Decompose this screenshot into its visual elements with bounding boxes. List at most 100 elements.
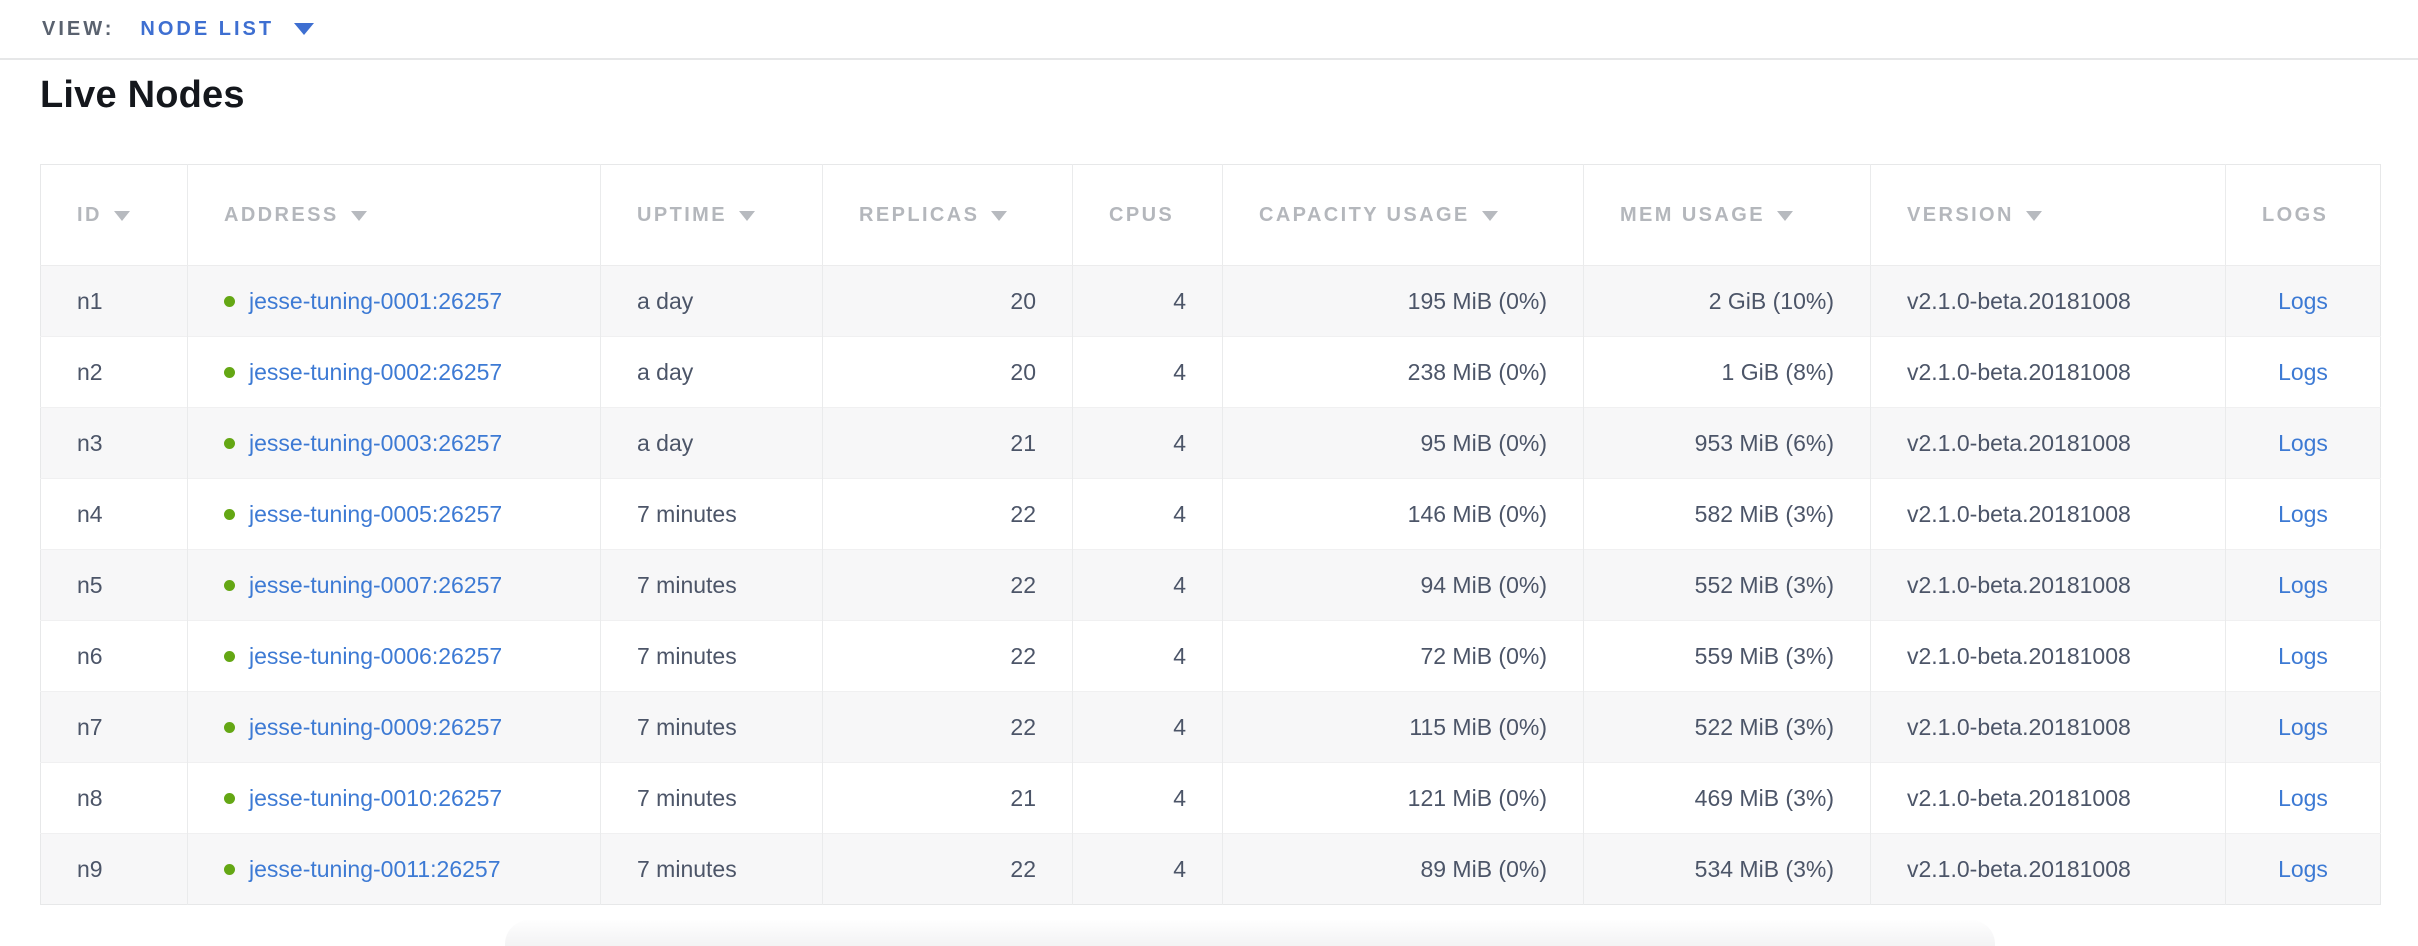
cell-id: n1	[40, 265, 188, 337]
table-row: n6 jesse-tuning-0006:26257 7 minutes 22 4 72 …	[40, 620, 2381, 692]
address-cell-content: jesse-tuning-0002:26257	[224, 359, 564, 386]
cell-version: v2.1.0-beta.20181008	[1870, 336, 2226, 408]
cell-version: v2.1.0-beta.20181008	[1870, 478, 2226, 550]
cell-id: n5	[40, 549, 188, 621]
column-header-id[interactable]: ID	[40, 164, 188, 266]
cell-replicas: 20	[822, 336, 1073, 408]
node-address-link[interactable]: jesse-tuning-0001:26257	[249, 287, 503, 314]
cell-address: jesse-tuning-0011:26257	[187, 833, 601, 905]
cell-id: n7	[40, 691, 188, 763]
cell-uptime: 7 minutes	[600, 620, 823, 692]
node-address-link[interactable]: jesse-tuning-0010:26257	[249, 784, 503, 811]
view-selected-value: NODE LIST	[140, 17, 275, 40]
cell-mem_usage: 953 MiB (6%)	[1583, 407, 1871, 479]
table-row: n3 jesse-tuning-0003:26257 a day 21 4 95 MiB …	[40, 407, 2381, 479]
cell-logs: Logs	[2225, 265, 2381, 337]
bottom-panel-shadow	[505, 920, 1995, 946]
cell-uptime: 7 minutes	[600, 549, 823, 621]
node-address-link[interactable]: jesse-tuning-0003:26257	[249, 429, 503, 456]
column-header-mem_usage[interactable]: MEM USAGE	[1583, 164, 1871, 266]
cell-id: n3	[40, 407, 188, 479]
node-address-link[interactable]: jesse-tuning-0009:26257	[249, 713, 503, 740]
column-header-replicas[interactable]: REPLICAS	[822, 164, 1073, 266]
node-address-link[interactable]: jesse-tuning-0006:26257	[249, 642, 503, 669]
table-row: n5 jesse-tuning-0007:26257 7 minutes 22 4 94 …	[40, 549, 2381, 621]
cell-mem_usage: 552 MiB (3%)	[1583, 549, 1871, 621]
column-header-label: MEM USAGE	[1620, 203, 1765, 226]
cell-cpus: 4	[1072, 407, 1223, 479]
logs-link[interactable]: Logs	[2278, 429, 2328, 456]
cell-mem_usage: 1 GiB (8%)	[1583, 336, 1871, 408]
cell-capacity_usage: 238 MiB (0%)	[1222, 336, 1584, 408]
column-header-label: CPUS	[1109, 203, 1175, 226]
node-address-link[interactable]: jesse-tuning-0007:26257	[249, 571, 503, 598]
node-address-link[interactable]: jesse-tuning-0005:26257	[249, 500, 503, 527]
cell-logs: Logs	[2225, 549, 2381, 621]
cell-logs: Logs	[2225, 478, 2381, 550]
column-header-version[interactable]: VERSION	[1870, 164, 2226, 266]
cell-id: n6	[40, 620, 188, 692]
cell-cpus: 4	[1072, 265, 1223, 337]
logs-link[interactable]: Logs	[2278, 500, 2328, 527]
table-row: n7 jesse-tuning-0009:26257 7 minutes 22 4 115…	[40, 691, 2381, 763]
logs-link[interactable]: Logs	[2278, 642, 2328, 669]
node-status-dot	[224, 579, 235, 591]
cell-logs: Logs	[2225, 620, 2381, 692]
cell-capacity_usage: 89 MiB (0%)	[1222, 833, 1584, 905]
logs-link[interactable]: Logs	[2278, 358, 2328, 385]
node-status-dot	[224, 437, 235, 449]
table-row: n2 jesse-tuning-0002:26257 a day 20 4 238 MiB…	[40, 336, 2381, 408]
address-cell-content: jesse-tuning-0001:26257	[224, 288, 564, 315]
cell-capacity_usage: 72 MiB (0%)	[1222, 620, 1584, 692]
view-selector-dropdown[interactable]: NODE LIST	[140, 17, 315, 41]
cell-address: jesse-tuning-0005:26257	[187, 478, 601, 550]
cell-replicas: 20	[822, 265, 1073, 337]
address-cell-content: jesse-tuning-0011:26257	[224, 856, 564, 883]
cell-uptime: 7 minutes	[600, 691, 823, 763]
cell-version: v2.1.0-beta.20181008	[1870, 620, 2226, 692]
address-cell-content: jesse-tuning-0005:26257	[224, 501, 564, 528]
column-header-label: VERSION	[1907, 203, 2014, 226]
sort-desc-icon	[350, 210, 367, 221]
cell-replicas: 22	[822, 478, 1073, 550]
logs-link[interactable]: Logs	[2278, 571, 2328, 598]
column-header-capacity_usage[interactable]: CAPACITY USAGE	[1222, 164, 1584, 266]
table-header: ID ADDRESS UPTIME REPLICAS CPUS CAPACITY USAG…	[40, 164, 2381, 266]
sort-desc-icon	[1481, 210, 1498, 221]
cell-cpus: 4	[1072, 691, 1223, 763]
cell-logs: Logs	[2225, 691, 2381, 763]
column-header-cpus: CPUS	[1072, 164, 1223, 266]
cell-logs: Logs	[2225, 336, 2381, 408]
cell-capacity_usage: 121 MiB (0%)	[1222, 762, 1584, 834]
logs-link[interactable]: Logs	[2278, 287, 2328, 314]
address-cell-content: jesse-tuning-0003:26257	[224, 430, 564, 457]
column-header-label: ID	[77, 203, 102, 226]
address-cell-content: jesse-tuning-0010:26257	[224, 785, 564, 812]
column-header-address[interactable]: ADDRESS	[187, 164, 601, 266]
node-status-dot	[224, 366, 235, 378]
cell-replicas: 21	[822, 407, 1073, 479]
logs-link[interactable]: Logs	[2278, 855, 2328, 882]
cell-mem_usage: 534 MiB (3%)	[1583, 833, 1871, 905]
cell-cpus: 4	[1072, 833, 1223, 905]
logs-link[interactable]: Logs	[2278, 713, 2328, 740]
cell-cpus: 4	[1072, 336, 1223, 408]
cell-replicas: 21	[822, 762, 1073, 834]
node-address-link[interactable]: jesse-tuning-0011:26257	[249, 855, 501, 882]
view-bar: VIEW: NODE LIST	[0, 0, 2418, 60]
cell-mem_usage: 522 MiB (3%)	[1583, 691, 1871, 763]
cell-capacity_usage: 94 MiB (0%)	[1222, 549, 1584, 621]
cell-replicas: 22	[822, 549, 1073, 621]
column-header-uptime[interactable]: UPTIME	[600, 164, 823, 266]
cell-id: n4	[40, 478, 188, 550]
cell-uptime: a day	[600, 336, 823, 408]
sort-desc-icon	[1776, 210, 1793, 221]
cell-mem_usage: 2 GiB (10%)	[1583, 265, 1871, 337]
sort-desc-icon	[2025, 210, 2042, 221]
cell-address: jesse-tuning-0009:26257	[187, 691, 601, 763]
cell-capacity_usage: 115 MiB (0%)	[1222, 691, 1584, 763]
cell-address: jesse-tuning-0002:26257	[187, 336, 601, 408]
logs-link[interactable]: Logs	[2278, 784, 2328, 811]
node-address-link[interactable]: jesse-tuning-0002:26257	[249, 358, 503, 385]
cell-address: jesse-tuning-0010:26257	[187, 762, 601, 834]
